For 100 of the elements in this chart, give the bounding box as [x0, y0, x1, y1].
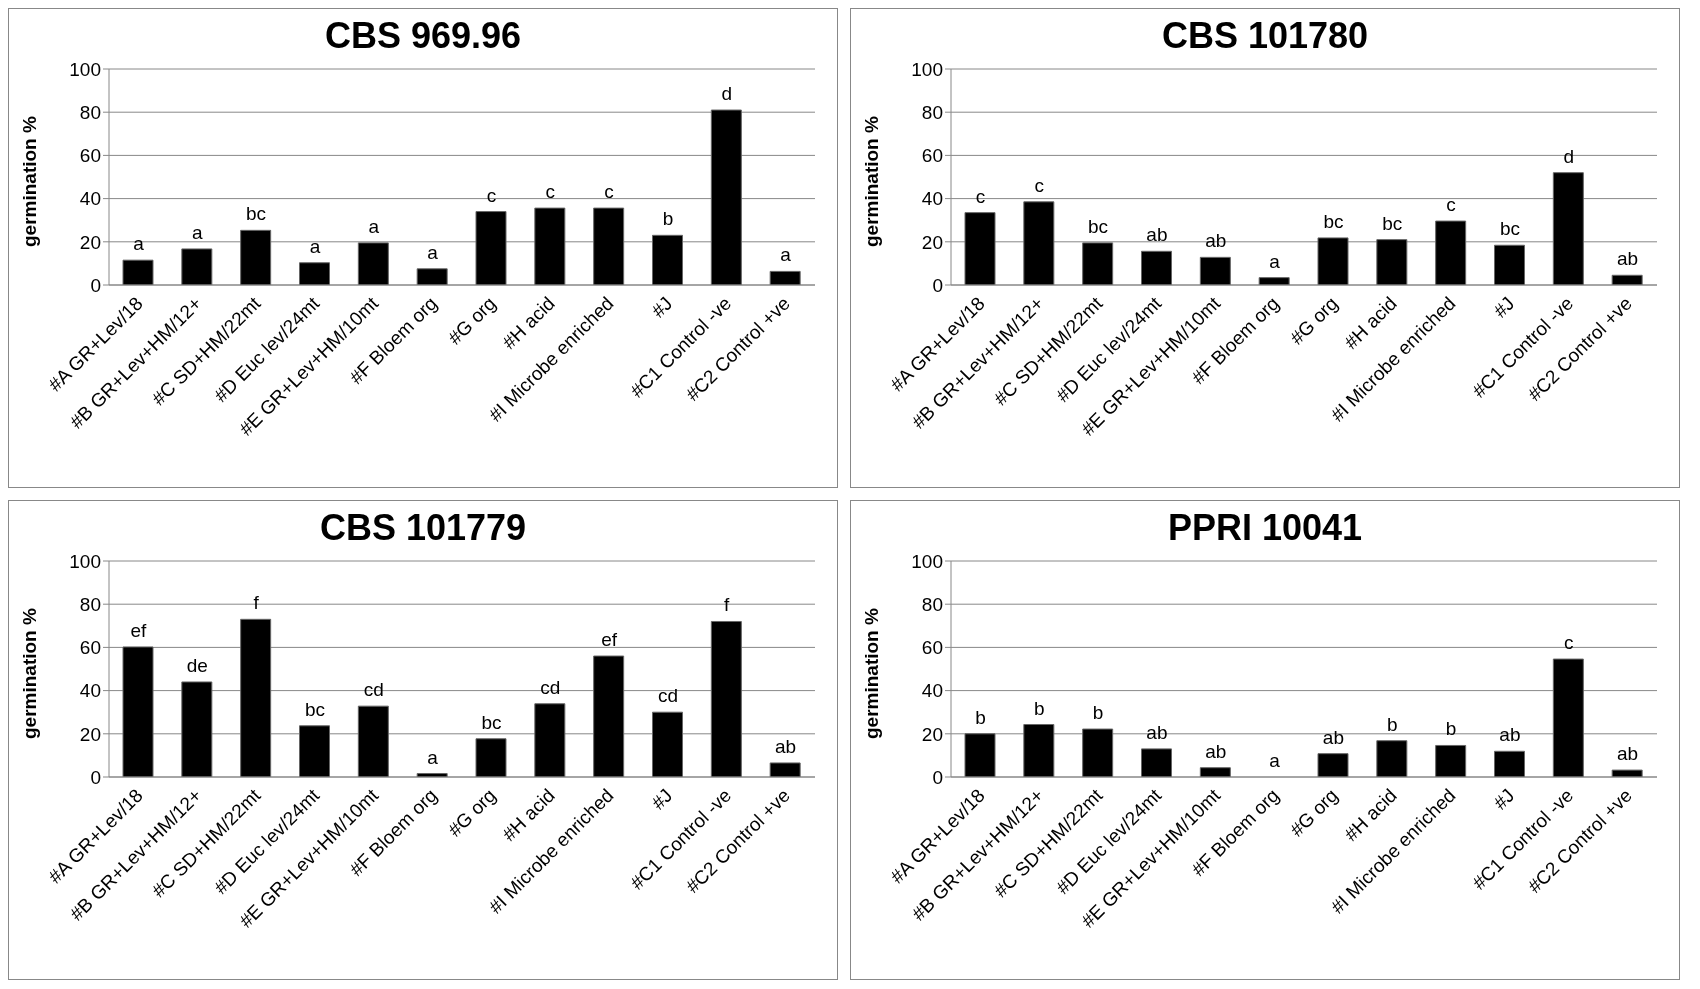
bar: [475, 211, 507, 285]
bar: [964, 212, 996, 285]
bar: [593, 655, 625, 777]
y-tick-label: 0: [90, 274, 101, 296]
bar: [416, 268, 448, 285]
y-tick-label: 0: [932, 274, 943, 296]
bar: [122, 259, 154, 285]
bar: [357, 242, 389, 285]
bar: [534, 207, 566, 285]
y-axis-title: germination %: [18, 115, 40, 247]
bar: [1494, 750, 1525, 777]
bar: [357, 705, 389, 777]
bar: [1141, 250, 1172, 285]
bar: [652, 234, 683, 285]
bar: [1317, 753, 1349, 777]
annotation: ab: [775, 735, 797, 757]
annotation: de: [186, 654, 208, 676]
annotation: bc: [1323, 210, 1344, 232]
x-tick-label: #H acid: [498, 784, 559, 846]
annotation: b: [1386, 713, 1398, 735]
annotation: c: [975, 185, 986, 207]
y-tick-label: 20: [79, 231, 101, 253]
bar: [652, 711, 683, 777]
annotation: a: [1269, 250, 1281, 272]
y-tick-label: 0: [932, 766, 943, 788]
bar: [1317, 237, 1349, 285]
bar: [1199, 767, 1231, 777]
annotation: a: [191, 221, 203, 243]
x-tick-label: #G org: [1285, 784, 1342, 841]
bar: [710, 109, 742, 285]
chart-title: CBS 101780: [1160, 14, 1370, 58]
chart-title: PPRI 10041: [1166, 506, 1364, 550]
bar: [475, 738, 507, 777]
bar: [181, 681, 213, 777]
y-tick-label: 100: [911, 550, 943, 572]
x-tick-label: #H acid: [1340, 784, 1401, 846]
bar: [1141, 748, 1172, 777]
bar: [181, 248, 213, 285]
y-axis-title: germination %: [18, 607, 40, 739]
y-tick-label: 40: [921, 680, 943, 702]
y-tick-label: 60: [921, 637, 943, 659]
bar: [1023, 201, 1055, 285]
annotation: ab: [1205, 740, 1227, 762]
bar: [1023, 724, 1055, 777]
bar: [1435, 220, 1467, 285]
annotation: b: [1445, 718, 1457, 740]
y-tick-label: 40: [79, 680, 101, 702]
annotation: bc: [304, 698, 325, 720]
annotation: c: [545, 181, 555, 203]
x-tick-label: #H acid: [1340, 292, 1401, 354]
annotation: ab: [1617, 743, 1639, 765]
y-axis-title: germination %: [860, 115, 882, 247]
y-tick-label: 60: [921, 145, 943, 167]
annotation: cd: [657, 685, 678, 707]
bar: [1199, 256, 1231, 285]
x-tick-label: #J: [647, 292, 677, 322]
annotation: c: [1564, 632, 1574, 654]
annotation: bc: [481, 711, 502, 733]
bar: [299, 262, 330, 285]
annotation: ab: [1617, 248, 1639, 270]
annotation: a: [309, 235, 321, 257]
bar: [1611, 769, 1643, 777]
annotation: ab: [1205, 230, 1227, 252]
annotation: ef: [601, 629, 618, 651]
y-tick-label: 80: [921, 101, 943, 123]
annotation: ab: [1322, 726, 1344, 748]
x-tick-label: #J: [1489, 292, 1519, 322]
annotation: ef: [130, 619, 148, 641]
annotation: cd: [540, 676, 561, 698]
y-tick-label: 80: [921, 593, 943, 615]
annotation: bc: [1382, 212, 1403, 234]
y-tick-label: 100: [911, 58, 943, 80]
y-tick-label: 60: [79, 145, 101, 167]
y-tick-label: 100: [69, 58, 101, 80]
bar: [710, 620, 742, 777]
y-tick-label: 20: [79, 723, 101, 745]
annotation: b: [662, 208, 674, 230]
x-tick-label: #G org: [443, 292, 500, 349]
x-tick-label: #G org: [1285, 292, 1342, 349]
annotation: ab: [1146, 721, 1168, 743]
annotation: c: [486, 184, 497, 206]
annotation: cd: [363, 679, 384, 701]
annotation: bc: [1088, 215, 1109, 237]
annotation: c: [1034, 174, 1044, 196]
chart-title: CBS 101779: [318, 506, 528, 550]
bar: [1376, 740, 1408, 777]
bar: [1082, 728, 1114, 777]
annotation: a: [427, 241, 439, 263]
annotation: a: [427, 746, 439, 768]
bar: [1494, 244, 1525, 285]
chart-title: CBS 969.96: [323, 14, 523, 58]
annotation: a: [780, 244, 792, 266]
bar: [534, 703, 566, 777]
bar: [122, 646, 154, 777]
bar: [1435, 744, 1467, 777]
annotation: bc: [1499, 218, 1520, 240]
bar: [964, 733, 996, 777]
y-tick-label: 100: [69, 550, 101, 572]
annotation: ab: [1499, 724, 1521, 746]
annotation: c: [604, 181, 614, 203]
